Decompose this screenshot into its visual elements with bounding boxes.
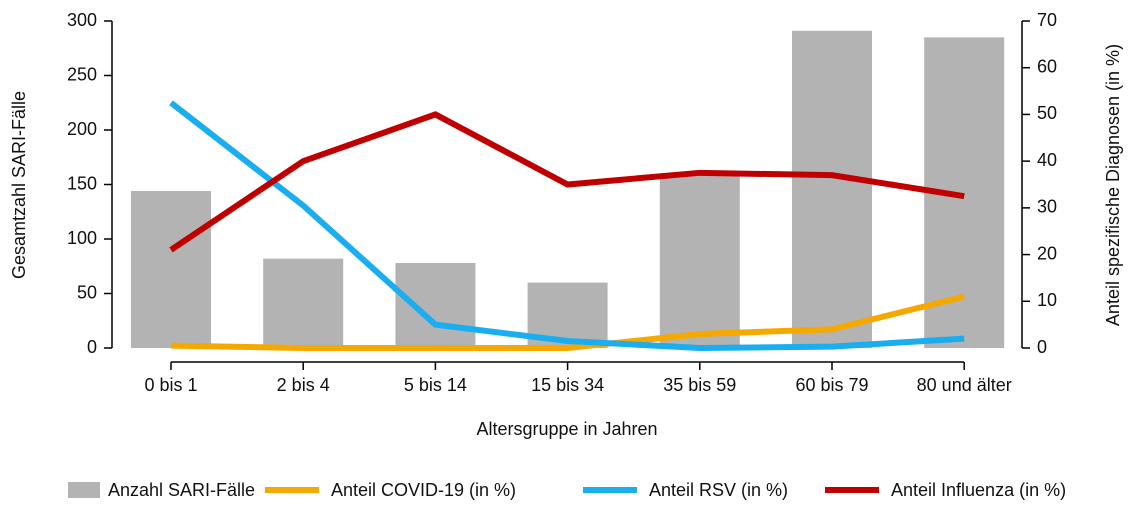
legend-label: Anteil Influenza (in %) xyxy=(891,480,1066,500)
y-tick-label: 200 xyxy=(67,119,97,139)
x-tick-label: 0 bis 1 xyxy=(144,375,197,395)
y2-tick-label: 20 xyxy=(1037,243,1057,263)
x-tick-label: 15 bis 34 xyxy=(531,375,604,395)
y-tick-label: 100 xyxy=(67,228,97,248)
bar xyxy=(659,173,740,348)
bar xyxy=(263,258,344,348)
x-tick-label: 80 und älter xyxy=(917,375,1012,395)
legend-label: Anteil COVID-19 (in %) xyxy=(331,480,516,500)
x-tick-label: 2 bis 4 xyxy=(277,375,330,395)
y2-tick-label: 60 xyxy=(1037,56,1057,76)
x-tick-label: 60 bis 79 xyxy=(795,375,868,395)
bar xyxy=(395,262,476,348)
line xyxy=(169,111,965,253)
y2-axis-title: Anteil spezifische Diagnosen (in %) xyxy=(1103,44,1123,326)
y2-tick-label: 40 xyxy=(1037,150,1057,170)
y2-tick-label: 70 xyxy=(1037,10,1057,30)
x-tick-label: 5 bis 14 xyxy=(404,375,467,395)
line xyxy=(170,293,965,351)
y-tick-label: 0 xyxy=(87,337,97,357)
x-axis-title: Altersgruppe in Jahren xyxy=(476,419,657,439)
legend-label: Anzahl SARI-Fälle xyxy=(108,480,255,500)
y-axis-title: Gesamtzahl SARI-Fälle xyxy=(9,91,29,279)
bar xyxy=(792,30,872,349)
line xyxy=(169,100,965,352)
x-tick-label: 35 bis 59 xyxy=(663,375,736,395)
legend-swatch xyxy=(68,482,100,498)
y2-tick-label: 0 xyxy=(1037,337,1047,357)
y2-tick-label: 10 xyxy=(1037,290,1057,310)
y-tick-label: 300 xyxy=(67,10,97,30)
y-tick-label: 250 xyxy=(67,64,97,84)
legend-label: Anteil RSV (in %) xyxy=(649,480,788,500)
y2-tick-label: 30 xyxy=(1037,197,1057,217)
y-tick-label: 50 xyxy=(77,282,97,302)
y2-tick-label: 50 xyxy=(1037,103,1057,123)
bar xyxy=(131,191,211,348)
y-tick-label: 150 xyxy=(67,173,97,193)
